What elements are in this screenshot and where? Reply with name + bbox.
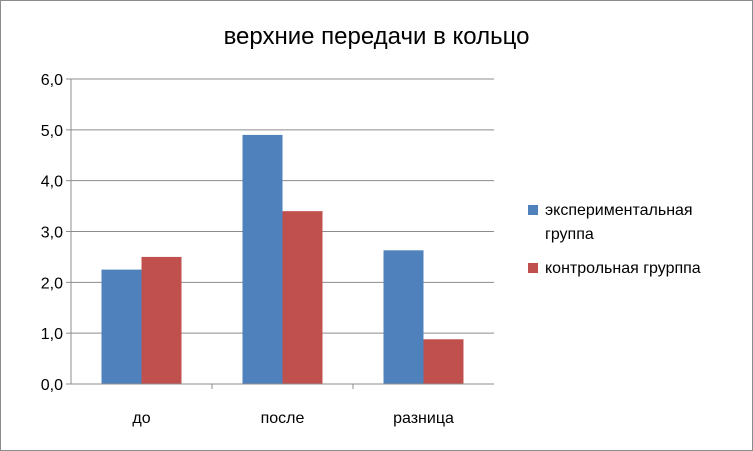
y-tick-label: 0,0 <box>41 377 63 394</box>
legend-item-series-1: экспериментальная группа <box>528 199 743 247</box>
chart-title: верхние передачи в кольцо <box>223 23 530 50</box>
bar-2-2 <box>282 211 323 384</box>
bar-1-2 <box>242 134 283 384</box>
legend-swatch-series-1 <box>528 205 538 215</box>
y-tick-label: 6,0 <box>41 72 63 89</box>
y-tick-label: 5,0 <box>41 123 63 140</box>
x-tick-label: до <box>132 410 150 427</box>
y-tick-label: 1,0 <box>41 326 63 343</box>
legend-swatch-series-2 <box>528 263 538 273</box>
legend-item-series-2: контрольная грурппа <box>528 257 743 281</box>
bar-2-3 <box>423 339 464 384</box>
y-tick-label: 4,0 <box>41 174 63 191</box>
x-tick-label: разница <box>393 410 454 427</box>
bar-1-3 <box>383 250 424 384</box>
x-tick-label: после <box>261 410 305 427</box>
bar-1-1 <box>101 269 142 384</box>
legend-label-series-1: экспериментальная группа <box>545 202 693 243</box>
legend: экспериментальная группа контрольная гру… <box>528 199 743 291</box>
y-tick-label: 2,0 <box>41 275 63 292</box>
legend-label-series-2: контрольная грурппа <box>545 260 701 277</box>
bar-2-1 <box>141 256 182 384</box>
y-tick-label: 3,0 <box>41 225 63 242</box>
